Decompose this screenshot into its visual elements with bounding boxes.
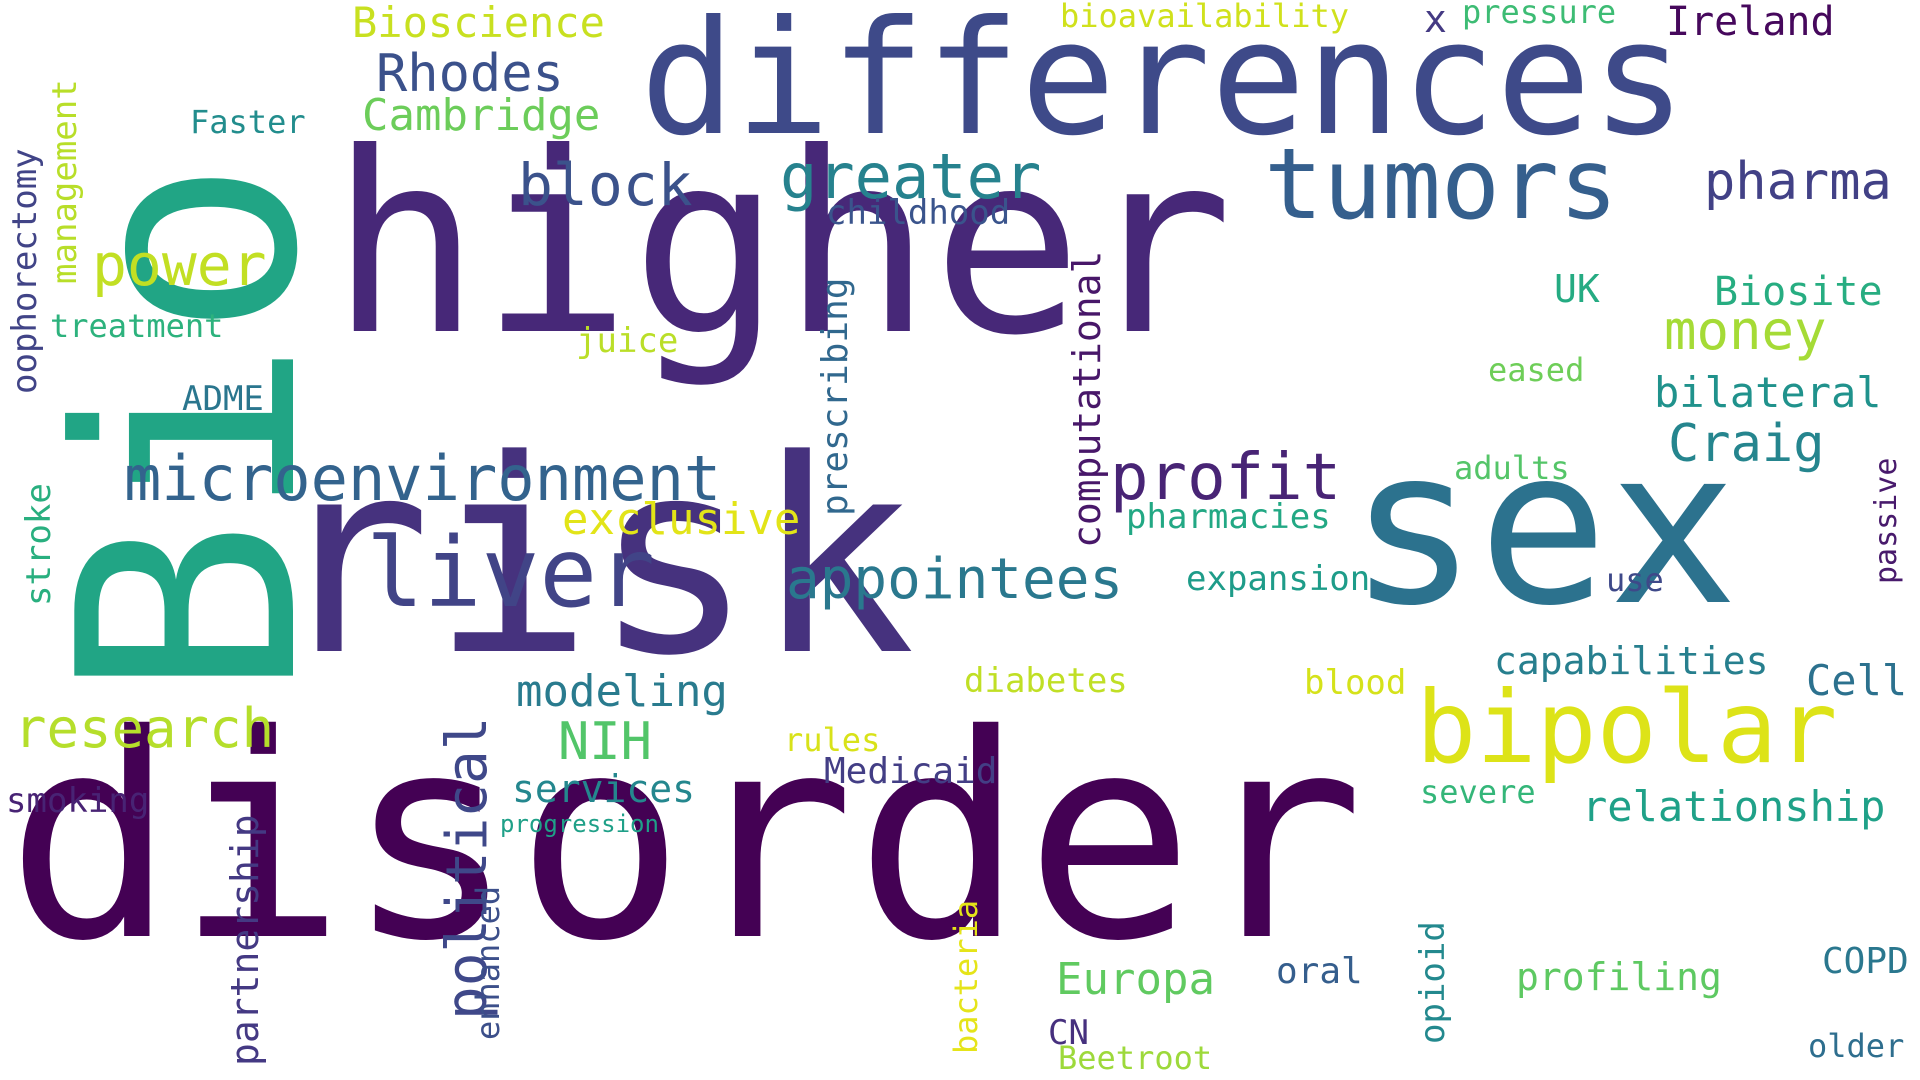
- word-liver: liver: [366, 517, 655, 629]
- word-prescribing: prescribing: [815, 277, 856, 516]
- word-ireland: Ireland: [1666, 0, 1835, 45]
- word-money: money: [1664, 299, 1827, 362]
- word-bioavailability: bioavailability: [1060, 0, 1349, 35]
- word-rules: rules: [784, 721, 881, 759]
- word-europa: Europa: [1056, 954, 1215, 1005]
- word-passive: passive: [1869, 457, 1904, 584]
- word-differences: differences: [640, 0, 1687, 171]
- word-profiling: profiling: [1516, 955, 1722, 999]
- word-partnership: partnership: [223, 814, 267, 1066]
- word-services: services: [512, 767, 696, 811]
- word-capabilities: capabilities: [1494, 639, 1769, 683]
- word-severe: severe: [1420, 773, 1536, 811]
- word-pharma: pharma: [1704, 152, 1892, 212]
- word-faster: Faster: [190, 103, 306, 141]
- word-exclusive: exclusive: [562, 494, 801, 545]
- word-nih: NIH: [558, 712, 652, 772]
- word-research: research: [14, 697, 275, 760]
- word-older: older: [1808, 1027, 1905, 1065]
- word-x: x: [1424, 0, 1447, 41]
- word-enhanced: enhanced: [469, 885, 507, 1040]
- word-juice: juice: [576, 321, 679, 361]
- word-uk: UK: [1554, 267, 1600, 311]
- word-blood: blood: [1304, 663, 1407, 703]
- word-bioscience: Bioscience: [352, 0, 605, 47]
- word-management: management: [45, 79, 85, 284]
- word-relationship: relationship: [1582, 782, 1886, 831]
- word-cn: CN: [1048, 1013, 1089, 1053]
- word-computational: computational: [1065, 250, 1109, 548]
- word-copd: COPD: [1822, 941, 1909, 982]
- word-higher: higher: [330, 99, 1234, 390]
- word-risk: risk: [270, 403, 916, 715]
- word-rhodes: Rhodes: [376, 44, 564, 104]
- word-oophorectomy: oophorectomy: [5, 148, 45, 394]
- word-stroke: stroke: [19, 483, 59, 606]
- word-progression: progression: [500, 810, 659, 838]
- word-biosite: Biosite: [1714, 269, 1883, 315]
- word-treatment: treatment: [50, 307, 224, 345]
- word-disorder: disorder: [6, 674, 1365, 1003]
- word-bacteria: bacteria: [947, 899, 985, 1054]
- word-profit: profit: [1110, 441, 1342, 515]
- word-expansion: expansion: [1186, 559, 1371, 599]
- word-bilateral: bilateral: [1654, 368, 1882, 417]
- word-childhood: childhood: [826, 193, 1011, 233]
- word-craig: Craig: [1668, 414, 1825, 474]
- word-greater: greater: [780, 140, 1042, 213]
- word-beetroot: Beetroot: [1058, 1039, 1213, 1077]
- word-cell: Cell: [1806, 656, 1908, 705]
- word-power: power: [92, 231, 267, 299]
- word-adme: ADME: [182, 379, 264, 419]
- word-diabetes: diabetes: [964, 661, 1128, 701]
- word-pharmacies: pharmacies: [1126, 497, 1331, 537]
- word-tumors: tumors: [1264, 128, 1619, 242]
- word-modeling: modeling: [516, 666, 728, 717]
- word-adults: adults: [1454, 449, 1570, 487]
- word-opioid: opioid: [1413, 921, 1453, 1044]
- word-pressure: pressure: [1462, 0, 1617, 31]
- word-microenvironment: microenvironment: [124, 442, 722, 515]
- word-sex: sex: [1348, 402, 1739, 653]
- word-cambridge: Cambridge: [362, 90, 601, 141]
- word-use: use: [1606, 561, 1664, 599]
- word-bipolar: bipolar: [1416, 669, 1838, 786]
- word-eased: eased: [1488, 351, 1585, 389]
- word-block: block: [518, 151, 693, 219]
- word-appointees: appointees: [786, 547, 1124, 612]
- word-smoking: smoking: [6, 781, 150, 821]
- word-oral: oral: [1276, 951, 1363, 992]
- word-medicaid: Medicaid: [824, 751, 998, 792]
